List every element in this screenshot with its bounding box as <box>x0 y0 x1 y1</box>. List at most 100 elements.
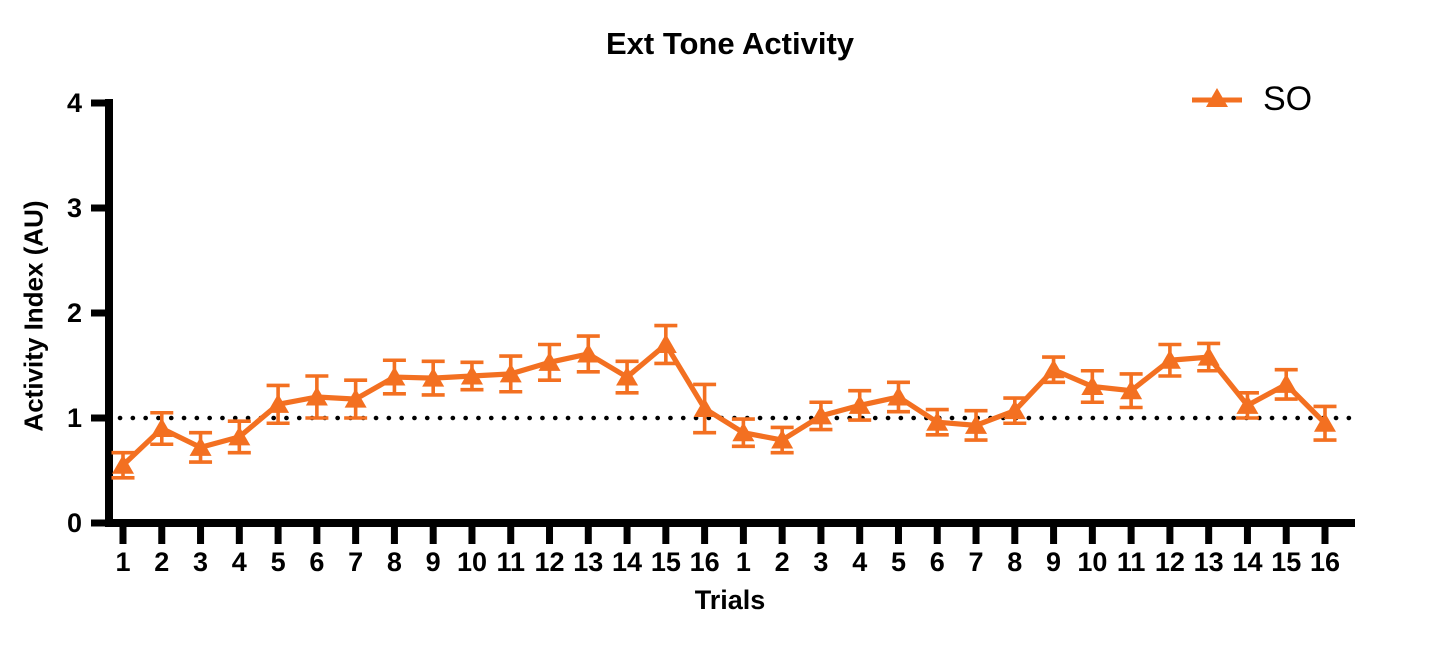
series-marker-triangle <box>848 394 871 414</box>
series-marker-triangle <box>189 436 212 456</box>
x-axis-tick-label: 15 <box>651 547 681 577</box>
x-axis-tick <box>119 527 127 544</box>
series-marker-triangle <box>305 386 328 406</box>
x-axis-spine <box>105 519 1355 527</box>
series-marker-triangle <box>1197 346 1220 366</box>
x-axis-tick-label: 3 <box>193 547 208 577</box>
x-axis-tick <box>313 527 321 544</box>
series-marker-triangle <box>654 334 677 353</box>
x-axis-tick <box>972 527 980 544</box>
x-axis-tick <box>546 527 554 544</box>
x-axis-tick-label: 11 <box>496 547 525 577</box>
x-axis-tick-label: 2 <box>154 547 169 577</box>
legend: SO <box>1191 82 1312 116</box>
x-axis-tick-label: 7 <box>348 547 363 577</box>
series-marker-triangle <box>616 366 639 386</box>
series-marker-triangle <box>1275 373 1298 393</box>
x-axis-tick <box>197 527 205 544</box>
x-axis-tick <box>507 527 515 544</box>
x-axis-tick-label: 16 <box>690 547 720 577</box>
x-axis-tick-label: 11 <box>1117 547 1146 577</box>
y-axis-tick <box>91 204 105 212</box>
x-axis-tick <box>894 527 902 544</box>
x-axis-tick-label: 12 <box>1155 547 1185 577</box>
series-marker-triangle <box>112 454 134 474</box>
series-marker-triangle <box>1313 412 1336 432</box>
x-axis-tick-label: 2 <box>775 547 790 577</box>
series-line <box>121 341 1327 468</box>
series-marker-triangle <box>771 429 794 449</box>
series-marker-triangle <box>460 365 483 385</box>
series-marker-triangle <box>344 388 367 408</box>
x-axis-tick <box>701 527 709 544</box>
x-axis-tick-label: 5 <box>271 547 286 577</box>
series-marker-triangle <box>499 363 522 383</box>
series-marker-triangle <box>383 366 406 386</box>
x-axis-tick <box>1127 527 1135 544</box>
x-axis-tick <box>584 527 592 544</box>
x-axis-tick-label: 8 <box>387 547 402 577</box>
x-axis-tick-label: 10 <box>457 547 487 577</box>
y-axis-tick-label: 3 <box>67 193 82 223</box>
x-axis-tick-label: 14 <box>1232 547 1262 577</box>
x-axis-tick-label: 8 <box>1007 547 1022 577</box>
x-axis-tick <box>1166 527 1174 544</box>
series-marker-triangle <box>926 411 949 431</box>
y-axis-spine <box>105 99 113 527</box>
x-axis-tick-label: 5 <box>891 547 906 577</box>
x-axis-tick <box>1050 527 1058 544</box>
x-axis-tick-label: 15 <box>1271 547 1301 577</box>
series-marker-triangle <box>1042 359 1065 379</box>
x-axis-tick <box>817 527 825 544</box>
series-marker-triangle <box>887 386 910 406</box>
x-axis-tick <box>1088 527 1096 544</box>
series-marker-triangle <box>1120 380 1143 400</box>
y-axis-tick-label: 1 <box>67 403 82 433</box>
y-axis-tick-label: 4 <box>67 88 82 118</box>
y-axis-tick <box>91 414 105 422</box>
x-axis-tick <box>778 527 786 544</box>
series-marker-triangle <box>1081 376 1104 395</box>
y-axis-tick <box>91 99 105 107</box>
x-axis-tick <box>1205 527 1213 544</box>
x-axis-tick <box>390 527 398 544</box>
x-axis-tick <box>1011 527 1019 544</box>
legend-label-so: SO <box>1263 80 1313 118</box>
x-axis-tick-label: 9 <box>1046 547 1061 577</box>
x-axis-tick <box>1282 527 1290 544</box>
series-marker-triangle <box>150 418 173 437</box>
x-axis-tick-label: 3 <box>813 547 828 577</box>
x-axis-tick <box>739 527 747 544</box>
x-axis-tick-label: 6 <box>309 547 324 577</box>
x-axis-tick-label: 1 <box>115 547 130 577</box>
series-marker-triangle <box>577 343 600 363</box>
x-axis-tick-label: 6 <box>930 547 945 577</box>
x-axis-tick-label: 10 <box>1077 547 1107 577</box>
x-axis-label: Trials <box>694 585 766 615</box>
y-axis-tick <box>91 309 105 317</box>
series-marker-triangle <box>1158 349 1181 369</box>
series-marker-triangle <box>538 351 561 371</box>
x-axis-tick-label: 1 <box>736 547 751 577</box>
series-marker-triangle <box>693 398 716 418</box>
y-axis-tick-label: 2 <box>67 298 82 328</box>
series-marker-triangle <box>267 393 290 413</box>
x-axis-tick-label: 14 <box>612 547 642 577</box>
series-marker-triangle <box>1236 394 1259 414</box>
x-axis-tick <box>1243 527 1251 544</box>
series-marker-triangle <box>965 414 988 434</box>
x-axis-tick <box>429 527 437 544</box>
x-axis-tick-label: 12 <box>534 547 564 577</box>
x-axis-tick-label: 7 <box>969 547 984 577</box>
series-marker-triangle <box>809 405 832 425</box>
x-axis-tick <box>662 527 670 544</box>
legend-series-marker-icon <box>1192 88 1242 107</box>
series-marker-triangle <box>422 367 445 387</box>
x-axis-tick <box>468 527 476 544</box>
x-axis-tick <box>1321 527 1329 544</box>
x-axis-tick <box>158 527 166 544</box>
x-axis-tick-label: 4 <box>232 547 247 577</box>
x-axis-tick <box>623 527 631 544</box>
